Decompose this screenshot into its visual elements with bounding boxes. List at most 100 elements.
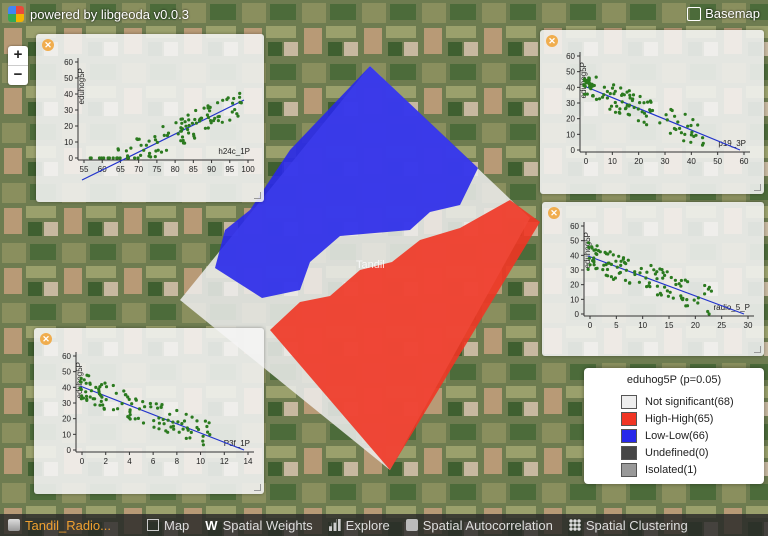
x-tick-label: 15 xyxy=(665,321,674,330)
close-icon[interactable]: ✕ xyxy=(548,207,560,219)
regression-line xyxy=(583,85,741,151)
scatter-point xyxy=(588,263,592,267)
zoom-out-button[interactable]: − xyxy=(8,65,28,85)
scatter-plot-p19[interactable]: 01020304050600102030405060eduhog5Pp19_3P… xyxy=(540,30,764,194)
scatter-plot-radio5[interactable]: 0 5 10 15 20 25 30 0 10 20 30 40 50 60 eduhog5P radio_5… xyxy=(542,202,764,356)
scatter-point xyxy=(179,129,183,133)
scatter-point xyxy=(696,123,700,127)
legend-item: Isolated(1) xyxy=(584,461,764,478)
scatter-point xyxy=(159,150,164,154)
scatter-point xyxy=(199,116,203,120)
scatter-point xyxy=(116,407,120,411)
spatial-autocorrelation-button[interactable]: Spatial Autocorrelation xyxy=(405,517,553,533)
resize-handle[interactable] xyxy=(754,184,761,191)
scatter-point xyxy=(116,148,120,152)
scatter-point xyxy=(620,93,624,97)
scatter-point xyxy=(152,419,156,423)
scatter-point xyxy=(671,296,675,300)
scatter-point xyxy=(618,270,622,275)
scatter-point xyxy=(135,137,139,141)
scatter-point xyxy=(692,134,696,138)
dataset-button[interactable]: Tandil_Radio... xyxy=(8,518,111,533)
scatter-point xyxy=(679,131,683,135)
scatter-point xyxy=(630,98,634,103)
scatter-point xyxy=(696,301,700,305)
scatter-point xyxy=(647,284,651,288)
scatter-point xyxy=(183,120,187,124)
scatter-point xyxy=(98,403,102,407)
legend-item: Not significant(68) xyxy=(584,393,764,410)
spatial-clustering-button[interactable]: Spatial Clustering xyxy=(568,518,688,533)
y-tick-label: 60 xyxy=(570,222,579,231)
scatter-point xyxy=(149,405,153,409)
scatter-point xyxy=(606,252,610,256)
scatter-point xyxy=(201,443,205,447)
scatter-point xyxy=(179,126,183,130)
scatter-point xyxy=(144,143,148,147)
x-tick-label: 10 xyxy=(196,457,205,466)
scatter-point xyxy=(603,250,607,254)
spatial-weights-label: Spatial Weights xyxy=(222,517,313,533)
scatter-plot-h24c[interactable]: 5560657075808590951000102030405060eduhog… xyxy=(36,34,264,202)
scatter-point xyxy=(183,141,187,145)
scatter-point xyxy=(587,76,591,80)
x-tick-label: 20 xyxy=(691,321,700,330)
scatter-point xyxy=(612,83,616,87)
scatter-point xyxy=(613,110,618,114)
cluster-low-low-region xyxy=(215,66,478,298)
scatter-point xyxy=(201,434,205,438)
scatter-point xyxy=(156,406,160,410)
explore-button[interactable]: Explore xyxy=(328,518,390,533)
scatter-point xyxy=(620,100,624,104)
spatial-weights-button[interactable]: W Spatial Weights xyxy=(205,518,312,533)
resize-handle[interactable] xyxy=(754,346,761,353)
scatter-point xyxy=(188,436,192,440)
scatter-point xyxy=(594,97,599,101)
scatter-point xyxy=(97,389,101,393)
scatter-point xyxy=(157,421,161,425)
scatter-point xyxy=(130,402,134,406)
scatter-point xyxy=(682,139,686,143)
close-icon[interactable]: ✕ xyxy=(546,35,558,47)
basemap-button[interactable]: Basemap xyxy=(687,6,760,21)
scatter-point xyxy=(238,91,242,95)
x-tick-label: 65 xyxy=(116,165,125,174)
scatter-point xyxy=(709,289,713,293)
scatter-point xyxy=(683,112,687,116)
spatial-autocorrelation-label: Spatial Autocorrelation xyxy=(422,517,553,533)
scatter-point xyxy=(185,426,189,430)
scatter-point xyxy=(216,101,220,105)
close-icon[interactable]: ✕ xyxy=(42,39,54,51)
scatter-point xyxy=(104,385,109,389)
zoom-in-button[interactable]: + xyxy=(13,46,23,63)
scatter-svg: 0 2 4 6 8 10 12 14 0 10 20 30 40 50 60 eduhog5P P3f_1P xyxy=(62,352,254,466)
y-tick-label: 10 xyxy=(570,295,579,304)
resize-handle[interactable] xyxy=(254,484,261,491)
autocorrelation-icon xyxy=(405,519,418,531)
scatter-point xyxy=(658,291,662,295)
scatter-point xyxy=(209,121,213,125)
scatter-point xyxy=(707,312,711,316)
y-tick-label: 10 xyxy=(62,430,71,439)
resize-handle[interactable] xyxy=(254,192,261,199)
close-icon[interactable]: ✕ xyxy=(40,333,52,345)
map-menu-label: Map xyxy=(164,517,190,533)
scatter-point xyxy=(664,113,668,117)
scatter-point xyxy=(648,99,652,103)
scatter-point xyxy=(238,95,242,99)
y-axis-label: eduhog5P xyxy=(75,362,84,398)
map-menu-button[interactable]: Map xyxy=(147,518,189,533)
scatter-point xyxy=(668,131,672,135)
scatter-point xyxy=(610,86,615,90)
scatter-point xyxy=(177,430,181,434)
scatter-point xyxy=(689,133,693,137)
legend-item: Undefined(0) xyxy=(584,444,764,461)
scatter-point xyxy=(677,282,681,286)
scatter-svg: 0 5 10 15 20 25 30 0 10 20 30 40 50 60 eduhog5P radio_5… xyxy=(570,222,754,330)
scatter-plot-p3f[interactable]: 0 2 4 6 8 10 12 14 0 10 20 30 40 50 60 eduhog5P P3f_1P ✕ xyxy=(34,328,264,494)
scatter-point xyxy=(633,272,637,277)
x-tick-label: 4 xyxy=(127,457,132,466)
scatter-point xyxy=(627,89,631,93)
scatter-point xyxy=(93,403,97,407)
libgeoda-logo-icon xyxy=(8,6,24,22)
